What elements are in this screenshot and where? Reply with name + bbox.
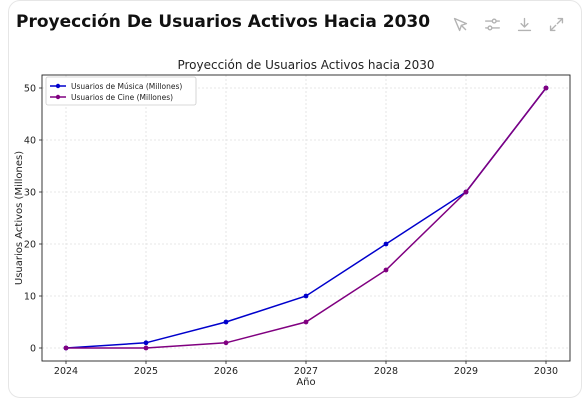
y-tick-label: 0 [30, 344, 36, 355]
x-tick-label: 2027 [294, 366, 318, 377]
data-point [463, 189, 469, 195]
x-tick-label: 2025 [134, 366, 158, 377]
legend-box [45, 76, 197, 106]
x-tick-label: 2030 [534, 366, 558, 377]
x-axis-label: Año [296, 377, 315, 388]
legend-label: Usuarios de Música (Millones) [71, 82, 182, 91]
expand-icon [549, 17, 563, 31]
y-tick-label: 50 [24, 84, 36, 95]
download-button[interactable] [514, 14, 534, 34]
chart-toolbar [450, 14, 566, 34]
data-point [223, 340, 229, 346]
data-point [303, 319, 309, 325]
data-point [303, 293, 309, 299]
data-point [143, 345, 149, 351]
data-point [383, 267, 389, 273]
x-tick-label: 2028 [374, 366, 398, 377]
y-tick-label: 10 [24, 292, 36, 303]
data-point [63, 345, 69, 351]
data-point [223, 319, 229, 325]
plot-frame [41, 74, 571, 362]
magic-wand-button[interactable] [450, 14, 470, 34]
grid [42, 75, 570, 361]
page-title: Proyección De Usuarios Activos Hacia 203… [16, 12, 431, 32]
y-tick-label: 40 [24, 136, 36, 147]
magic-wand-icon [453, 17, 467, 31]
x-tick-label: 2026 [214, 366, 238, 377]
legend-marker [55, 83, 61, 89]
data-point [543, 85, 549, 91]
expand-button[interactable] [546, 14, 566, 34]
legend: Usuarios de Música (Millones) Usuarios de… [45, 76, 197, 106]
chart-title: Proyección de Usuarios Activos hacia 203… [177, 58, 434, 72]
adjust-button[interactable] [482, 14, 502, 34]
download-icon [517, 17, 531, 31]
sliders-icon [484, 18, 500, 30]
x-tick-label: 2029 [454, 366, 478, 377]
data-point [383, 241, 389, 247]
series [63, 85, 549, 351]
legend-label: Usuarios de Cine (Millones) [71, 93, 173, 102]
legend-marker [55, 94, 61, 100]
x-tick-label: 2024 [54, 366, 78, 377]
y-tick-label: 20 [24, 240, 36, 251]
data-point [143, 340, 149, 346]
y-axis-label: Usuarios Activos (Millones) [14, 151, 25, 285]
y-tick-label: 30 [24, 188, 36, 199]
chart-card [8, 0, 582, 398]
